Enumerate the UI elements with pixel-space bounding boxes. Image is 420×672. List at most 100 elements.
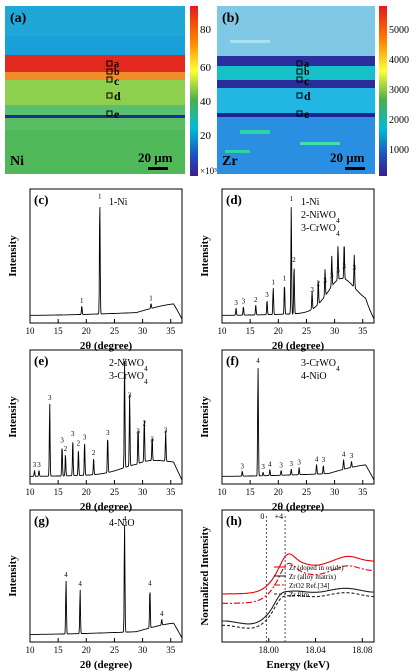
plot-frame (221, 349, 375, 485)
x-tick-label: 18.00 (259, 645, 280, 655)
peak-label: 2 (77, 440, 81, 448)
peak-label: 3 (106, 429, 110, 437)
peak-label: 3 (322, 456, 326, 464)
panel-label: (d) (226, 192, 242, 207)
y-axis-label: Intensity (7, 555, 19, 597)
peak-label: 3 (297, 458, 301, 466)
x-tick-label: 20 (82, 487, 92, 497)
x-tick-label: 15 (54, 487, 64, 497)
spectrum-line (222, 207, 375, 320)
x-tick-label: 30 (330, 326, 340, 336)
x-tick-label: 25 (110, 645, 120, 655)
x-tick-label: 35 (358, 326, 368, 336)
x-axis-label: Energy (keV) (266, 659, 330, 671)
legend-entry: Zr film (289, 591, 310, 599)
peak-label: 1 (271, 279, 275, 287)
peak-label: 3 (310, 286, 314, 294)
x-tick-label: 18.08 (352, 645, 373, 655)
panel-a-element: Ni (10, 154, 24, 169)
peak-label: 3 (353, 264, 357, 272)
x-tick-label: 35 (358, 487, 368, 497)
peak-label: 4 (256, 357, 260, 365)
series-line (222, 553, 375, 595)
x-tick-label: 30 (138, 645, 148, 655)
svg-text:60: 60 (200, 62, 212, 74)
svg-text:a: a (304, 59, 309, 70)
x-axis-label: 2θ (degree) (272, 340, 325, 352)
svg-text:20: 20 (200, 130, 212, 142)
peak-label: 4 (78, 580, 82, 588)
panel-b-map: (b) Zr 20 μm a b c d e (217, 6, 375, 174)
peak-label: 3 (336, 267, 340, 275)
chart-c: (c) 2θ (degree) Intensity 10 15 20 25 30 35 1-Ni 1… (7, 188, 183, 352)
chart-d: (d) 2θ (degree) Intensity 10 15 20 25 30 35 1-Ni 2… (199, 188, 375, 352)
plot-frame (29, 509, 183, 643)
peak-label: 3 (279, 461, 283, 469)
panel-a-points: a b c d e (106, 59, 121, 121)
svg-text:1000: 1000 (389, 145, 409, 156)
legend-entry: 2-NiWO4 (109, 358, 148, 373)
peak-label: 4 (123, 515, 127, 523)
x-tick-label: 25 (302, 326, 312, 336)
panel-b-points: a b c d e (296, 59, 311, 121)
x-tick-label: 35 (166, 645, 176, 655)
svg-text:a: a (114, 59, 119, 70)
plot-frame (29, 188, 183, 324)
x-tick-label: 35 (166, 326, 176, 336)
panel-b-label: (b) (222, 11, 239, 26)
legend-entry: 4-NiO (109, 518, 135, 529)
panel-a-label: (a) (10, 11, 27, 26)
x-axis-label: 2θ (degree) (80, 340, 133, 352)
x-tick-label: 30 (138, 326, 148, 336)
panel-label: (h) (226, 513, 242, 528)
x-tick-label: 15 (54, 645, 64, 655)
peak-label: 2 (317, 280, 321, 288)
peak-label: 3 (71, 430, 75, 438)
peak-label: 3 (350, 452, 354, 460)
panel-b-colorbar: 5000 4000 3000 2000 1000 (379, 6, 409, 176)
peak-label: 3 (136, 427, 140, 435)
x-tick-label: 10 (218, 326, 228, 336)
peak-label: 1 (80, 297, 84, 305)
plot-frame (221, 509, 375, 643)
peak-label: 3 (241, 462, 245, 470)
peak-label: 4 (315, 455, 319, 463)
svg-text:2000: 2000 (389, 115, 409, 126)
x-tick-label: 35 (166, 487, 176, 497)
svg-text:d: d (304, 89, 311, 103)
plot-frame (221, 188, 375, 324)
x-tick-label: 15 (246, 487, 256, 497)
x-axis-label: 2θ (degree) (80, 659, 133, 671)
peak-label: 3 (242, 298, 246, 306)
x-tick-label: 10 (26, 645, 36, 655)
peak-label: 3 (83, 433, 87, 441)
peak-label: 4 (64, 571, 68, 579)
peak-label: 3 (128, 392, 132, 400)
peak-label: 3 (289, 460, 293, 468)
y-axis-label: Normalized Intensity (199, 526, 211, 626)
panel-b-element: Zr (222, 154, 238, 169)
panel-label: (g) (34, 513, 49, 528)
x-tick-label: 10 (26, 326, 36, 336)
legend-entry: 2-NiWO4 (301, 210, 340, 225)
x-tick-label: 20 (274, 326, 284, 336)
svg-text:e: e (114, 107, 120, 121)
peak-label: 3 (33, 461, 37, 469)
legend-entry: ZrO2 Ref.[34] (289, 582, 329, 590)
panel-a-scalebar (148, 167, 168, 170)
panel-a-map: (a) Ni 20 μm a b c d e (5, 6, 185, 174)
x-tick-label: 30 (330, 487, 340, 497)
x-tick-label: 30 (138, 487, 148, 497)
svg-text:c: c (304, 74, 310, 88)
panel-label: (f) (226, 353, 239, 368)
svg-text:b: b (114, 67, 120, 78)
peak-label: 3 (234, 299, 238, 307)
x-tick-label: 10 (218, 487, 228, 497)
peak-label: 3 (60, 436, 64, 444)
peak-label: 4 (268, 460, 272, 468)
peak-label: 3 (323, 277, 327, 285)
legend-entry: 1-Ni (301, 197, 320, 208)
peak-label: 4 (160, 610, 164, 618)
